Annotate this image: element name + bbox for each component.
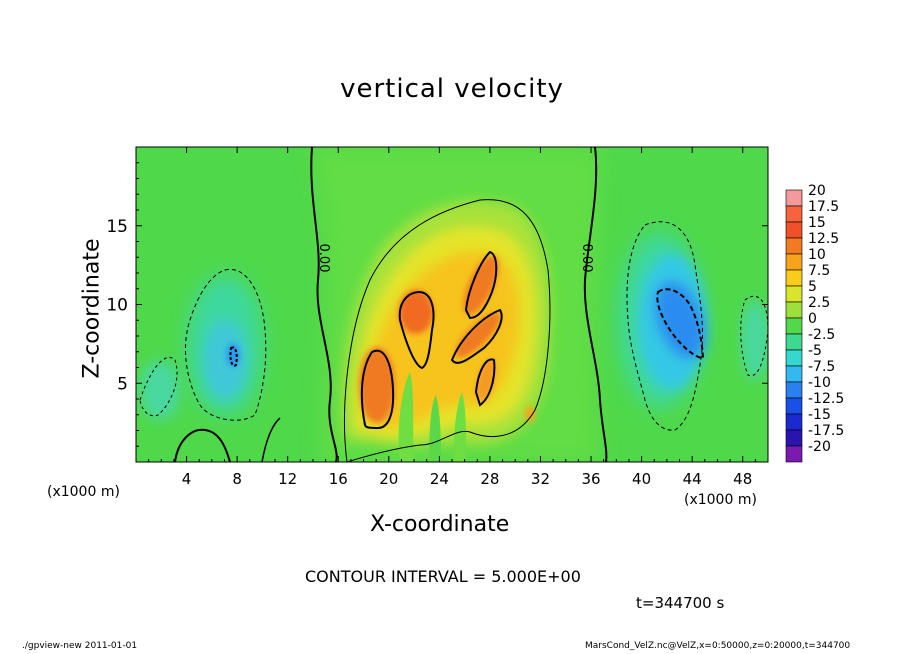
colorbar-label: -17.5 — [808, 423, 844, 439]
contour-bottom-mid — [261, 417, 281, 462]
colorbar-swatch — [785, 413, 803, 431]
x-tick-label: 36 — [581, 470, 600, 488]
colorbar-swatch — [785, 381, 803, 399]
downdraft-edge-left — [140, 360, 180, 420]
colorbar-label: 0 — [808, 311, 817, 327]
contour-neg-2.5-right — [626, 221, 703, 431]
colorbar-swatch — [785, 269, 803, 287]
footer-program-label: ./gpview-new 2011-01-01 — [22, 641, 138, 651]
colorbar-label: -15 — [808, 407, 831, 423]
colorbar-label: -5 — [808, 343, 822, 359]
colorbar-label: 20 — [808, 183, 826, 199]
colorbar-label: 2.5 — [808, 295, 830, 311]
x-axis: 4 8 12 16 20 24 28 32 36 40 44 48 — [148, 147, 756, 488]
contour-neg-10-right — [656, 288, 705, 360]
contour-10-e — [474, 358, 496, 407]
x-tick-label: 20 — [379, 470, 398, 488]
colorbar: 2017.51512.5107.552.50-2.5-5-7.5-10-12.5… — [785, 183, 844, 463]
colorbar-label: 10 — [808, 247, 826, 263]
colorbar-swatch — [785, 429, 803, 447]
contour-label: 0.00 — [316, 244, 331, 273]
x-tick-label: 12 — [278, 470, 297, 488]
updraft-core-4 — [455, 312, 501, 358]
x-tick-label: 4 — [182, 470, 192, 488]
colorbar-swatch — [785, 189, 803, 207]
time-label: t=344700 s — [636, 594, 725, 612]
updraft-core-2 — [399, 290, 433, 334]
colorbar-swatch — [785, 205, 803, 223]
colorbar-swatch — [785, 237, 803, 255]
x-axis-label: X-coordinate — [370, 512, 510, 537]
contour-2.5 — [344, 199, 551, 462]
colorbar-swatch — [785, 221, 803, 239]
downdraft-right-core — [655, 281, 705, 359]
green-finger-2 — [429, 395, 442, 462]
colorbar-swatch — [785, 397, 803, 415]
colorbar-label: -12.5 — [808, 391, 844, 407]
x-tick-label: 28 — [480, 470, 499, 488]
downdraft-edge-right — [741, 300, 768, 380]
colorbar-swatch — [785, 317, 803, 335]
green-finger-1 — [398, 372, 414, 462]
x-tick-label: 48 — [733, 470, 752, 488]
footer-file-label: MarsCond_VelZ.nc@VelZ,x=0:50000,z=0:2000… — [585, 641, 851, 651]
y-tick-label: 10 — [106, 296, 128, 316]
chart-title: vertical velocity — [340, 74, 564, 104]
updraft-core-5 — [476, 358, 496, 402]
zero-contour-right — [583, 147, 608, 462]
colorbar-swatch — [785, 333, 803, 351]
contour-bottom-left — [174, 428, 231, 462]
contour-neg-5-left — [229, 346, 238, 367]
x-unit-label-left: (x1000 m) — [47, 484, 120, 500]
contour-10-c — [464, 250, 498, 320]
colorbar-swatch — [785, 445, 803, 463]
colorbar-swatch — [785, 365, 803, 383]
colorbar-label: -2.5 — [808, 327, 835, 343]
downdraft-left-mid — [203, 320, 247, 400]
updraft-core-6 — [525, 406, 535, 422]
updraft-core-1 — [359, 347, 395, 423]
contour-neg-edge-left — [139, 357, 178, 417]
x-tick-label: 44 — [683, 470, 702, 488]
y-axis: 5 10 15 — [106, 162, 768, 447]
y-tick-label: 5 — [117, 374, 128, 394]
updraft-core-3 — [463, 255, 499, 315]
colorbar-label: 5 — [808, 279, 817, 295]
colorbar-label: -10 — [808, 375, 831, 391]
x-tick-label: 32 — [531, 470, 550, 488]
x-unit-label-right: (x1000 m) — [684, 492, 757, 508]
colorbar-label: 12.5 — [808, 231, 839, 247]
contour-interval-label: CONTOUR INTERVAL = 5.000E+00 — [305, 567, 581, 586]
colorbar-label: 7.5 — [808, 263, 830, 279]
contour-neg-2.5-left — [184, 268, 267, 421]
y-axis-label: Z-coordinate — [79, 238, 105, 379]
contour-10-a — [360, 349, 395, 430]
contour-lines — [139, 147, 768, 462]
x-tick-label: 8 — [232, 470, 242, 488]
zero-contour-left — [310, 147, 338, 462]
colorbar-label: 17.5 — [808, 199, 839, 215]
contour-10-b — [398, 290, 435, 370]
colorbar-swatch — [785, 253, 803, 271]
contour-label: 0.00 — [579, 244, 594, 273]
contour-neg-edge-right — [740, 295, 768, 377]
colorbar-label: -7.5 — [808, 359, 835, 375]
y-tick-label: 15 — [106, 217, 128, 237]
field-layer — [136, 147, 768, 462]
contour-label-layer: 0.00 0.00 — [316, 244, 594, 273]
x-tick-label: 40 — [632, 470, 651, 488]
colorbar-label: 15 — [808, 215, 826, 231]
x-tick-label: 24 — [430, 470, 449, 488]
colorbar-swatch — [785, 301, 803, 319]
x-tick-label: 16 — [329, 470, 348, 488]
colorbar-label: -20 — [808, 439, 831, 455]
green-finger-3 — [454, 392, 466, 462]
colorbar-swatch — [785, 349, 803, 367]
colorbar-swatch — [785, 285, 803, 303]
contour-10-d — [450, 308, 503, 364]
